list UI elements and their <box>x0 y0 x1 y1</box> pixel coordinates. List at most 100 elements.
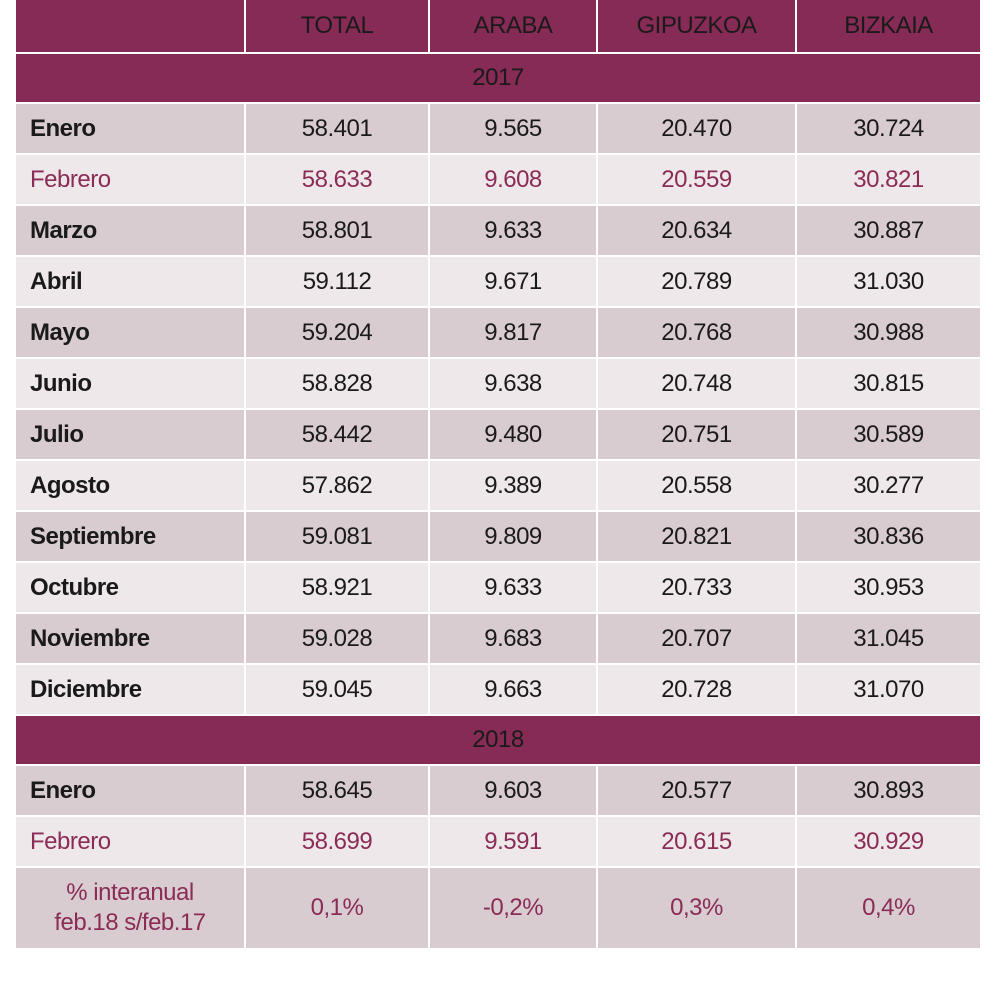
value-cell: 30.887 <box>797 206 980 257</box>
value-cell: 59.112 <box>246 257 430 308</box>
value-cell: 58.645 <box>246 766 430 817</box>
month-cell: Septiembre <box>16 512 246 563</box>
value-cell: 20.470 <box>598 104 797 155</box>
variation-label-line2: feb.18 s/feb.17 <box>54 909 206 936</box>
value-cell: 30.929 <box>797 817 980 868</box>
value-cell: 30.893 <box>797 766 980 817</box>
year-row: 2018 <box>16 716 980 766</box>
value-cell: 20.821 <box>598 512 797 563</box>
variation-value: 0,1% <box>246 868 430 950</box>
value-cell: 20.751 <box>598 410 797 461</box>
variation-value: 0,4% <box>797 868 980 950</box>
table-row: Abril 59.112 9.671 20.789 31.030 <box>16 257 980 308</box>
value-cell: 30.836 <box>797 512 980 563</box>
value-cell: 20.728 <box>598 665 797 716</box>
table-row: Septiembre 59.081 9.809 20.821 30.836 <box>16 512 980 563</box>
value-cell: 58.401 <box>246 104 430 155</box>
table-row: Mayo 59.204 9.817 20.768 30.988 <box>16 308 980 359</box>
variation-value: -0,2% <box>430 868 598 950</box>
value-cell: 30.988 <box>797 308 980 359</box>
value-cell: 20.634 <box>598 206 797 257</box>
header-cell <box>16 0 246 54</box>
month-cell: Marzo <box>16 206 246 257</box>
table-row: Febrero 58.633 9.608 20.559 30.821 <box>16 155 980 206</box>
value-cell: 30.277 <box>797 461 980 512</box>
value-cell: 58.699 <box>246 817 430 868</box>
header-cell: GIPUZKOA <box>598 0 797 54</box>
month-cell: Enero <box>16 104 246 155</box>
header-cell: ARABA <box>430 0 598 54</box>
month-cell: Febrero <box>16 817 246 868</box>
value-cell: 9.565 <box>430 104 598 155</box>
value-cell: 30.821 <box>797 155 980 206</box>
month-cell: Julio <box>16 410 246 461</box>
value-cell: 20.733 <box>598 563 797 614</box>
value-cell: 59.081 <box>246 512 430 563</box>
value-cell: 20.577 <box>598 766 797 817</box>
value-cell: 30.589 <box>797 410 980 461</box>
header-row: TOTAL ARABA GIPUZKOA BIZKAIA <box>16 0 980 54</box>
value-cell: 9.608 <box>430 155 598 206</box>
value-cell: 9.817 <box>430 308 598 359</box>
table-row: Febrero 58.699 9.591 20.615 30.929 <box>16 817 980 868</box>
value-cell: 59.204 <box>246 308 430 359</box>
value-cell: 9.663 <box>430 665 598 716</box>
monthly-data-table: TOTAL ARABA GIPUZKOA BIZKAIA 2017 Enero 58… <box>16 0 980 950</box>
value-cell: 31.045 <box>797 614 980 665</box>
month-cell: Agosto <box>16 461 246 512</box>
value-cell: 58.633 <box>246 155 430 206</box>
value-cell: 30.815 <box>797 359 980 410</box>
variation-label: % interanual feb.18 s/feb.17 <box>16 868 246 950</box>
value-cell: 9.480 <box>430 410 598 461</box>
table-row: Enero 58.401 9.565 20.470 30.724 <box>16 104 980 155</box>
value-cell: 9.638 <box>430 359 598 410</box>
value-cell: 20.707 <box>598 614 797 665</box>
value-cell: 9.633 <box>430 563 598 614</box>
table-row: Diciembre 59.045 9.663 20.728 31.070 <box>16 665 980 716</box>
year-label: 2018 <box>16 716 980 766</box>
variation-value: 0,3% <box>598 868 797 950</box>
month-cell: Octubre <box>16 563 246 614</box>
value-cell: 9.671 <box>430 257 598 308</box>
value-cell: 9.683 <box>430 614 598 665</box>
value-cell: 31.070 <box>797 665 980 716</box>
month-cell: Junio <box>16 359 246 410</box>
value-cell: 9.603 <box>430 766 598 817</box>
value-cell: 58.921 <box>246 563 430 614</box>
value-cell: 31.030 <box>797 257 980 308</box>
table-row: Octubre 58.921 9.633 20.733 30.953 <box>16 563 980 614</box>
value-cell: 9.809 <box>430 512 598 563</box>
table-row: Julio 58.442 9.480 20.751 30.589 <box>16 410 980 461</box>
value-cell: 20.615 <box>598 817 797 868</box>
month-cell: Enero <box>16 766 246 817</box>
value-cell: 20.789 <box>598 257 797 308</box>
month-cell: Diciembre <box>16 665 246 716</box>
value-cell: 30.953 <box>797 563 980 614</box>
value-cell: 9.591 <box>430 817 598 868</box>
table-row: Marzo 58.801 9.633 20.634 30.887 <box>16 206 980 257</box>
table-row: Enero 58.645 9.603 20.577 30.893 <box>16 766 980 817</box>
value-cell: 9.633 <box>430 206 598 257</box>
value-cell: 9.389 <box>430 461 598 512</box>
variation-row: % interanual feb.18 s/feb.17 0,1% -0,2% 0,3%… <box>16 868 980 950</box>
value-cell: 30.724 <box>797 104 980 155</box>
value-cell: 57.862 <box>246 461 430 512</box>
value-cell: 20.559 <box>598 155 797 206</box>
value-cell: 59.028 <box>246 614 430 665</box>
variation-label-line1: % interanual <box>66 879 194 906</box>
table-body: 2017 Enero 58.401 9.565 20.470 30.724 Febrero 5… <box>16 54 980 950</box>
table-row: Agosto 57.862 9.389 20.558 30.277 <box>16 461 980 512</box>
value-cell: 20.748 <box>598 359 797 410</box>
value-cell: 58.442 <box>246 410 430 461</box>
value-cell: 58.828 <box>246 359 430 410</box>
table-row: Noviembre 59.028 9.683 20.707 31.045 <box>16 614 980 665</box>
month-cell: Mayo <box>16 308 246 359</box>
month-cell: Febrero <box>16 155 246 206</box>
header-cell: BIZKAIA <box>797 0 980 54</box>
value-cell: 59.045 <box>246 665 430 716</box>
value-cell: 58.801 <box>246 206 430 257</box>
month-cell: Abril <box>16 257 246 308</box>
month-cell: Noviembre <box>16 614 246 665</box>
table-row: Junio 58.828 9.638 20.748 30.815 <box>16 359 980 410</box>
value-cell: 20.558 <box>598 461 797 512</box>
